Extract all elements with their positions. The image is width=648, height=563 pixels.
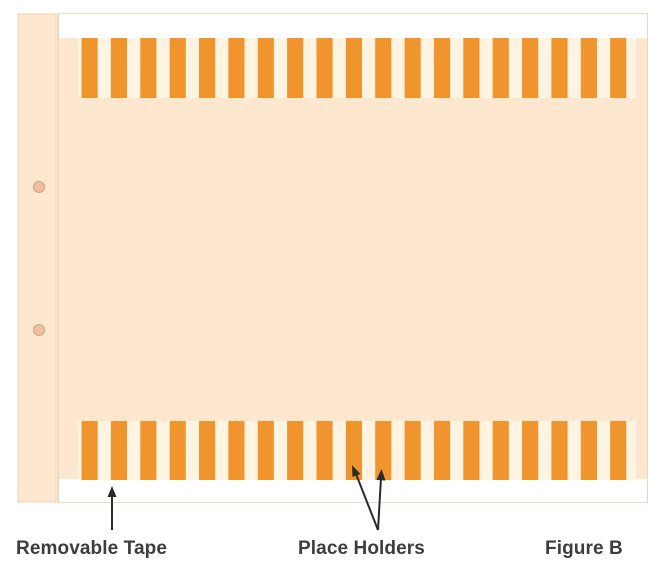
top-place-holder-band bbox=[78, 38, 636, 98]
place-holder-stripe bbox=[551, 38, 568, 98]
holder-arrow-head-left bbox=[352, 465, 361, 477]
top-removable-tape bbox=[59, 14, 647, 38]
place-holder-stripe bbox=[140, 38, 157, 98]
place-holder-stripe bbox=[228, 421, 245, 480]
place-holders-label: Place Holders bbox=[298, 538, 425, 559]
place-holder-stripe bbox=[580, 421, 597, 480]
place-holder-stripe bbox=[345, 38, 362, 98]
place-holder-stripe bbox=[375, 38, 392, 98]
place-holder-stripe bbox=[463, 421, 480, 480]
place-holder-stripe bbox=[199, 38, 216, 98]
place-holder-stripe bbox=[81, 38, 98, 98]
binding-hole bbox=[33, 324, 45, 336]
binding-hole bbox=[33, 181, 45, 193]
bottom-removable-tape bbox=[59, 479, 647, 502]
binding-strip bbox=[17, 13, 57, 503]
place-holder-stripe bbox=[110, 421, 128, 480]
bottom-place-holder-band bbox=[78, 421, 636, 480]
place-holder-stripe bbox=[522, 421, 539, 480]
place-holder-stripe bbox=[81, 421, 98, 480]
place-holder-stripe bbox=[610, 38, 627, 98]
figure-label: Figure B bbox=[545, 538, 623, 559]
place-holder-stripe bbox=[522, 38, 539, 98]
place-holder-stripe bbox=[375, 421, 392, 480]
place-holder-stripe bbox=[433, 38, 451, 98]
place-holder-stripe bbox=[287, 421, 304, 480]
removable-tape-label: Removable Tape bbox=[16, 538, 167, 559]
place-holder-stripe bbox=[228, 38, 245, 98]
callout-arrows bbox=[107, 465, 386, 531]
holder-arrow-shaft-right bbox=[377, 477, 382, 531]
place-holder-stripe bbox=[404, 421, 421, 480]
place-holder-stripe bbox=[610, 421, 627, 480]
place-holder-stripe bbox=[140, 421, 157, 480]
place-holder-stripe bbox=[551, 421, 568, 480]
place-holder-stripe bbox=[580, 38, 597, 98]
place-holder-stripe bbox=[492, 421, 509, 480]
place-holder-stripe bbox=[169, 38, 186, 98]
place-holder-stripe bbox=[257, 421, 274, 480]
place-holder-stripe bbox=[404, 38, 421, 98]
tape-arrow-head bbox=[107, 486, 117, 497]
place-holder-stripe bbox=[257, 38, 274, 98]
holder-arrow-shaft-left bbox=[355, 473, 379, 531]
place-holder-stripe bbox=[287, 38, 304, 98]
place-holder-stripe bbox=[169, 421, 186, 480]
place-holder-stripe bbox=[463, 38, 480, 98]
binding-holes bbox=[33, 181, 45, 336]
place-holder-stripe bbox=[433, 421, 451, 480]
holder-arrow-head-right bbox=[376, 469, 386, 481]
place-holder-stripe bbox=[345, 421, 362, 480]
place-holder-stripe bbox=[110, 38, 128, 98]
place-holder-stripe bbox=[316, 38, 333, 98]
place-holder-stripe bbox=[199, 421, 216, 480]
place-holder-stripe bbox=[316, 421, 333, 480]
place-holder-stripe bbox=[492, 38, 509, 98]
